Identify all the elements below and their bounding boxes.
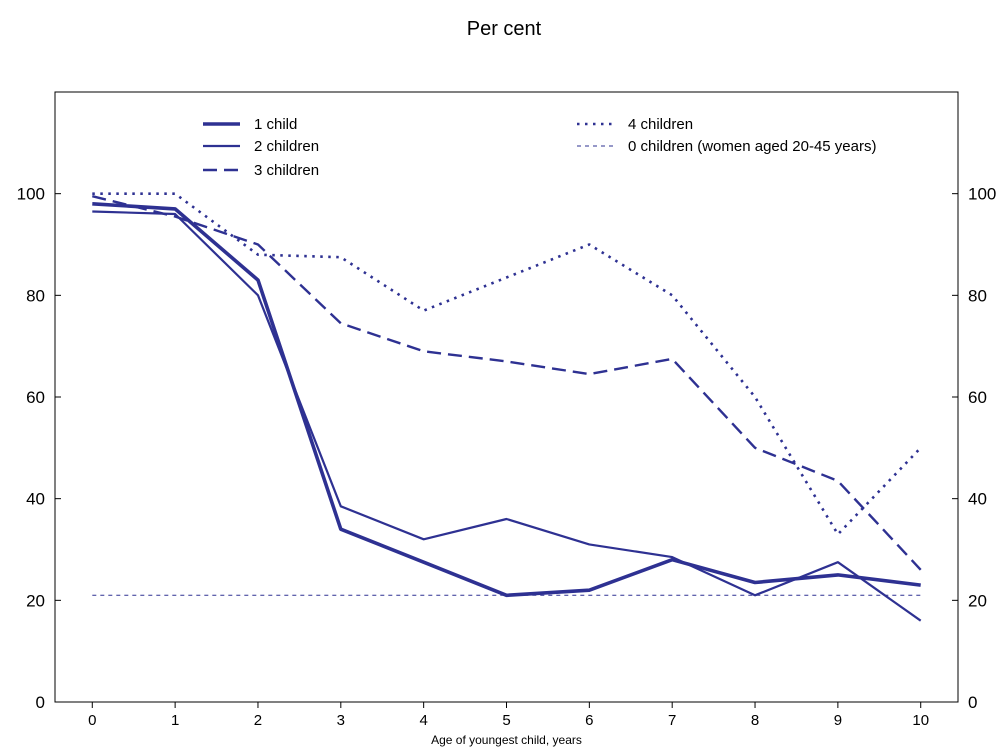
y-tick-label-right: 0 xyxy=(968,693,977,712)
x-tick-label: 4 xyxy=(419,712,427,729)
legend-label-1-child: 1 child xyxy=(254,116,297,133)
x-tick-label: 0 xyxy=(88,712,96,729)
legend: 1 child 2 children 3 children 4 children 0 c… xyxy=(203,116,876,179)
y-tick-label-right: 100 xyxy=(968,185,996,204)
y-tick-label-right: 20 xyxy=(968,591,987,610)
x-tick-label: 7 xyxy=(668,712,676,729)
series-line-2-children xyxy=(92,210,922,622)
y-tick-label-right: 60 xyxy=(968,388,987,407)
y-tick-label-left: 20 xyxy=(26,591,45,610)
y-tick-label-left: 0 xyxy=(36,693,45,712)
legend-label-0-children-women-aged-20-45-years: 0 children (women aged 20-45 years) xyxy=(628,138,876,155)
legend-label-4-children: 4 children xyxy=(628,116,693,133)
series-line-3-children xyxy=(92,195,922,571)
x-axis-title: Age of youngest child, years xyxy=(431,733,582,747)
left-y-axis: 0 20 40 60 80 100 xyxy=(17,185,61,712)
series-line-4-children xyxy=(92,192,922,536)
y-tick-label-left: 100 xyxy=(17,185,45,204)
y-tick-label-left: 40 xyxy=(26,490,45,509)
y-tick-label-right: 80 xyxy=(968,286,987,305)
x-tick-label: 1 xyxy=(171,712,179,729)
series-layer xyxy=(92,192,922,622)
series-line-1-child xyxy=(92,202,921,598)
y-tick-label-left: 60 xyxy=(26,388,45,407)
legend-label-2-children: 2 children xyxy=(254,138,319,155)
x-axis: 0 1 2 3 4 5 6 7 8 9 10 xyxy=(88,702,929,729)
chart-title: Per cent xyxy=(466,18,542,40)
plot-area-frame xyxy=(54,91,959,703)
x-tick-label: 9 xyxy=(834,712,842,729)
x-tick-label: 3 xyxy=(337,712,345,729)
y-tick-label-left: 80 xyxy=(26,286,45,305)
y-tick-label-right: 40 xyxy=(968,490,987,509)
x-tick-label: 10 xyxy=(912,712,929,729)
right-y-axis: 0 20 40 60 80 100 xyxy=(952,185,996,712)
x-tick-label: 5 xyxy=(502,712,510,729)
x-tick-label: 8 xyxy=(751,712,759,729)
legend-label-3-children: 3 children xyxy=(254,162,319,179)
x-tick-label: 2 xyxy=(254,712,262,729)
x-tick-label: 6 xyxy=(585,712,593,729)
